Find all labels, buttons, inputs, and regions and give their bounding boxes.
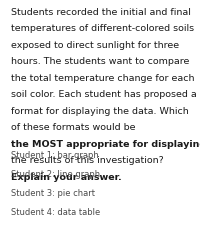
Text: Students recorded the initial and final: Students recorded the initial and final [11,8,191,17]
Text: format for displaying the data. Which: format for displaying the data. Which [11,106,189,115]
Text: of these formats would be: of these formats would be [11,123,136,132]
Text: Explain your answer.: Explain your answer. [11,172,122,181]
Text: temperatures of different-colored soils: temperatures of different-colored soils [11,24,194,33]
Text: the MOST appropriate for displaying: the MOST appropriate for displaying [11,139,200,148]
Text: Student 3: pie chart: Student 3: pie chart [11,188,95,197]
Text: soil color. Each student has proposed a: soil color. Each student has proposed a [11,90,197,99]
Text: hours. The students want to compare: hours. The students want to compare [11,57,189,66]
Text: the results of this investigation?: the results of this investigation? [11,156,164,165]
Text: exposed to direct sunlight for three: exposed to direct sunlight for three [11,41,179,50]
Text: Student 4: data table: Student 4: data table [11,207,100,216]
Text: Student 1: bar graph: Student 1: bar graph [11,151,99,160]
Text: Student 2: line graph: Student 2: line graph [11,169,100,178]
Text: the total temperature change for each: the total temperature change for each [11,74,194,83]
